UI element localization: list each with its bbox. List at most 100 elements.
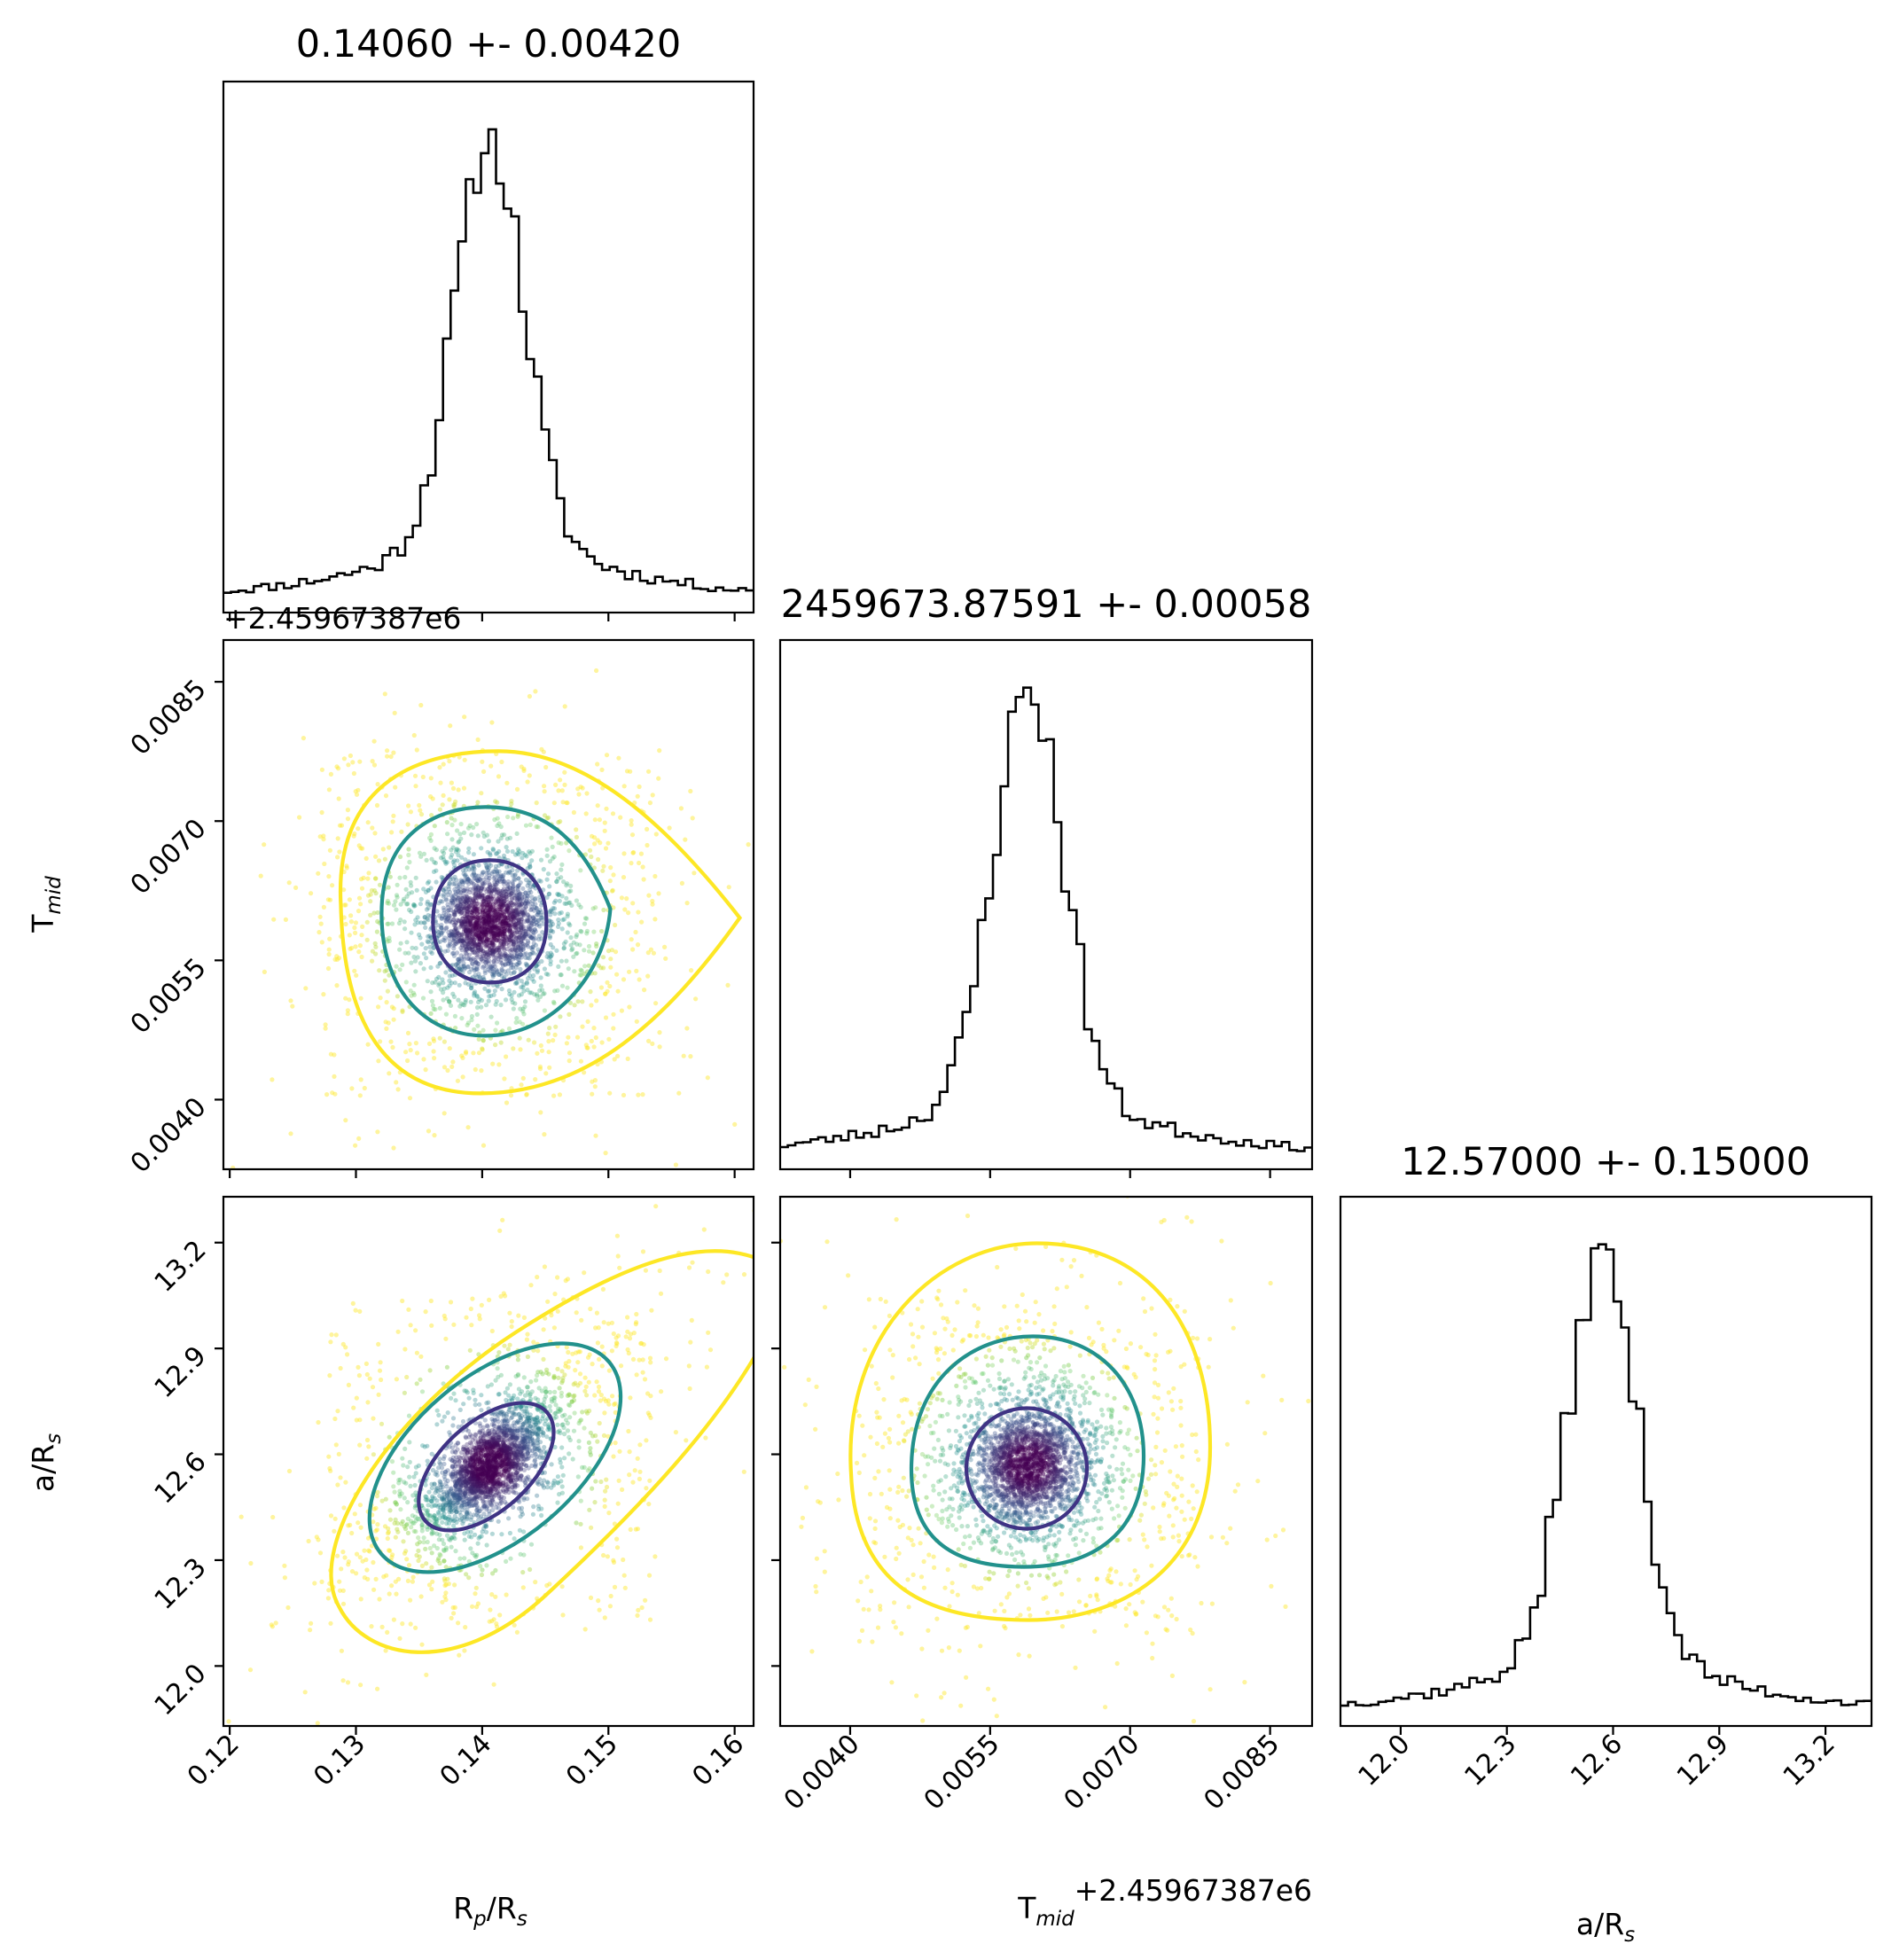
scatter-point (484, 902, 489, 907)
scatter-point (650, 902, 655, 907)
scatter-point (351, 833, 356, 839)
scatter-point (482, 968, 488, 973)
scatter-point (587, 1507, 592, 1512)
scatter-point (473, 1502, 478, 1507)
scatter-point (488, 950, 494, 956)
scatter-point (481, 921, 487, 926)
scatter-point (481, 930, 487, 935)
scatter-point (479, 926, 484, 932)
scatter-point (629, 861, 634, 866)
scatter-point (515, 850, 520, 856)
scatter-point (621, 1092, 627, 1097)
scatter-point (496, 897, 501, 903)
scatter-point (621, 1557, 626, 1563)
scatter-point (404, 1557, 410, 1562)
scatter-point (531, 972, 536, 979)
scatter-point (555, 1275, 560, 1280)
scatter-point (365, 893, 371, 898)
scatter-point (515, 884, 520, 889)
scatter-point (470, 947, 475, 952)
scatter-point (521, 1315, 528, 1320)
scatter-point (380, 1229, 385, 1233)
scatter-point (354, 1551, 360, 1557)
scatter-point (679, 880, 685, 886)
scatter-point (464, 1435, 469, 1441)
scatter-point (461, 888, 466, 894)
scatter-point (502, 889, 507, 894)
scatter-point (418, 702, 424, 708)
scatter-point (270, 1077, 275, 1082)
scatter-point (512, 924, 517, 929)
scatter-point (524, 980, 530, 985)
tmid-vs-rp-rs-points (231, 641, 798, 1233)
scatter-point (501, 926, 506, 932)
scatter-point (468, 930, 473, 935)
scatter-point (490, 969, 496, 974)
scatter-point (500, 936, 505, 942)
scatter-point (504, 1397, 509, 1402)
scatter-point (442, 1469, 449, 1475)
scatter-point (531, 950, 536, 956)
scatter-point (335, 855, 340, 860)
scatter-point (520, 892, 525, 897)
scatter-point (452, 928, 457, 933)
scatter-point (468, 886, 473, 893)
scatter-point (498, 915, 504, 920)
scatter-point (470, 936, 476, 941)
scatter-point (500, 936, 505, 941)
scatter-point (480, 938, 485, 943)
scatter-point (515, 894, 520, 900)
scatter-point (474, 877, 480, 883)
scatter-point (584, 916, 590, 921)
scatter-point (442, 886, 448, 891)
scatter-point (565, 930, 570, 935)
scatter-point (510, 914, 515, 920)
scatter-point (552, 1444, 558, 1450)
scatter-point (418, 935, 423, 941)
scatter-point (565, 985, 570, 990)
scatter-point (471, 940, 476, 945)
scatter-point (522, 932, 528, 937)
scatter-point (454, 965, 459, 971)
scatter-point (611, 1454, 616, 1459)
scatter-point (494, 912, 499, 918)
scatter-point (484, 930, 489, 935)
scatter-point (371, 1559, 376, 1566)
scatter-point (577, 1349, 583, 1355)
scatter-point (523, 942, 528, 948)
scatter-point (411, 992, 417, 997)
scatter-point (489, 965, 495, 972)
scatter-point (476, 1444, 481, 1449)
scatter-point (511, 888, 516, 894)
scatter-point (532, 926, 537, 932)
scatter-point (507, 959, 513, 964)
scatter-point (559, 867, 564, 872)
scatter-point (452, 881, 457, 886)
scatter-point (514, 916, 520, 921)
scatter-point (487, 888, 492, 894)
scatter-point (481, 898, 487, 903)
scatter-point (793, 641, 798, 645)
scatter-point (471, 881, 476, 886)
scatter-point (511, 939, 516, 944)
scatter-point (480, 902, 485, 908)
scatter-point (343, 996, 348, 1001)
scatter-point (650, 1041, 655, 1046)
scatter-point (656, 891, 661, 896)
scatter-point (493, 1458, 498, 1464)
scatter-point (525, 1496, 530, 1502)
scatter-point (440, 914, 445, 919)
scatter-point (453, 1549, 458, 1554)
scatter-point (530, 902, 535, 907)
scatter-point (476, 1478, 481, 1483)
scatter-point (465, 1022, 470, 1027)
scatter-point (467, 900, 473, 905)
scatter-point (482, 918, 488, 924)
scatter-point (460, 891, 465, 896)
scatter-point (520, 886, 526, 892)
scatter-point (578, 967, 583, 972)
scatter-point (486, 912, 491, 918)
scatter-point (504, 1428, 510, 1433)
scatter-point (442, 1111, 447, 1116)
scatter-point (463, 980, 468, 986)
